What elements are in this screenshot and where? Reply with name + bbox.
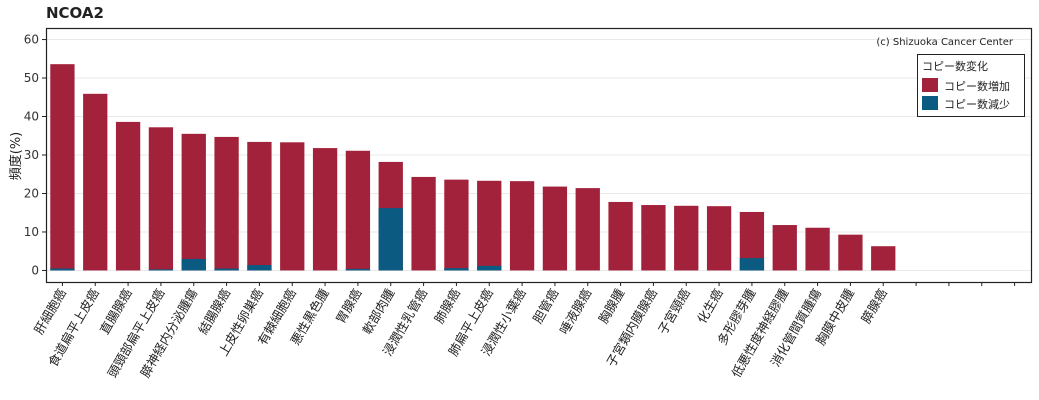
- bar-gain: [444, 179, 469, 271]
- bar-loss: [477, 265, 502, 271]
- bar-gain: [477, 180, 502, 271]
- x-tick-label: 化生癌: [694, 286, 726, 326]
- bar-gain: [706, 206, 732, 271]
- bar-loss: [444, 268, 469, 271]
- x-tick-label: 胃腺癌: [333, 286, 365, 326]
- bar-gain: [345, 150, 371, 271]
- bar-loss: [345, 268, 371, 271]
- legend: コピー数変化 コピー数増加 コピー数減少: [917, 54, 1025, 117]
- bar-gain: [181, 133, 206, 271]
- bars: [50, 64, 896, 271]
- x-tick-label: 肺腺癌: [431, 286, 463, 326]
- x-tick-label: 膵腺癌: [858, 286, 890, 326]
- x-tick-label: 胸腺腫: [595, 286, 627, 326]
- bar-gain: [312, 148, 338, 271]
- plot-frame: [45, 27, 1033, 284]
- bar-gain: [772, 225, 797, 271]
- bar-gain: [280, 142, 305, 271]
- legend-title: コピー数変化: [922, 59, 988, 73]
- bar-loss: [247, 265, 272, 271]
- bar-gain: [674, 205, 699, 271]
- bar-loss: [148, 269, 174, 271]
- bar-gain: [411, 176, 436, 271]
- bar-loss: [378, 208, 403, 271]
- bar-gain: [608, 201, 633, 271]
- y-tick-label: 10: [24, 225, 39, 239]
- bar-loss: [181, 258, 206, 271]
- bar-loss: [50, 268, 75, 271]
- legend-swatch-loss: [922, 96, 938, 110]
- legend-label-loss: コピー数減少: [944, 97, 1010, 111]
- legend-swatch-gain: [922, 78, 938, 92]
- grid-layer: [46, 39, 1031, 271]
- bar-gain: [247, 141, 272, 271]
- y-tick-label: 0: [31, 263, 39, 277]
- y-tick-label: 60: [24, 33, 39, 47]
- bar-gain: [115, 121, 141, 271]
- y-tick-label: 30: [24, 148, 39, 162]
- bar-gain: [542, 186, 568, 271]
- bar-gain: [509, 181, 535, 271]
- credit-text: (c) Shizuoka Cancer Center: [876, 37, 1014, 48]
- bar-loss: [739, 258, 765, 271]
- bar-gain: [805, 227, 830, 271]
- x-tick-label: 子宮頸癌: [655, 286, 693, 337]
- bar-gain: [641, 205, 666, 271]
- y-tick-label: 40: [24, 110, 39, 124]
- y-tick-label: 50: [24, 71, 39, 85]
- x-tick-label: 胆管癌: [530, 286, 562, 326]
- bar-gain: [148, 127, 174, 271]
- bar-gain: [838, 234, 863, 271]
- bar-gain: [575, 188, 600, 271]
- legend-label-gain: コピー数増加: [944, 80, 1010, 93]
- bar-loss: [214, 268, 239, 271]
- bar-gain: [50, 64, 75, 271]
- y-axis-label: 頻度(%): [8, 132, 24, 181]
- bar-gain: [83, 93, 108, 271]
- bar-gain: [871, 246, 896, 271]
- bar-gain: [214, 136, 239, 271]
- x-tick-label: 唾液腺癌: [556, 286, 594, 337]
- chart-title: NCOA2: [46, 4, 104, 22]
- y-tick-label: 20: [24, 186, 39, 200]
